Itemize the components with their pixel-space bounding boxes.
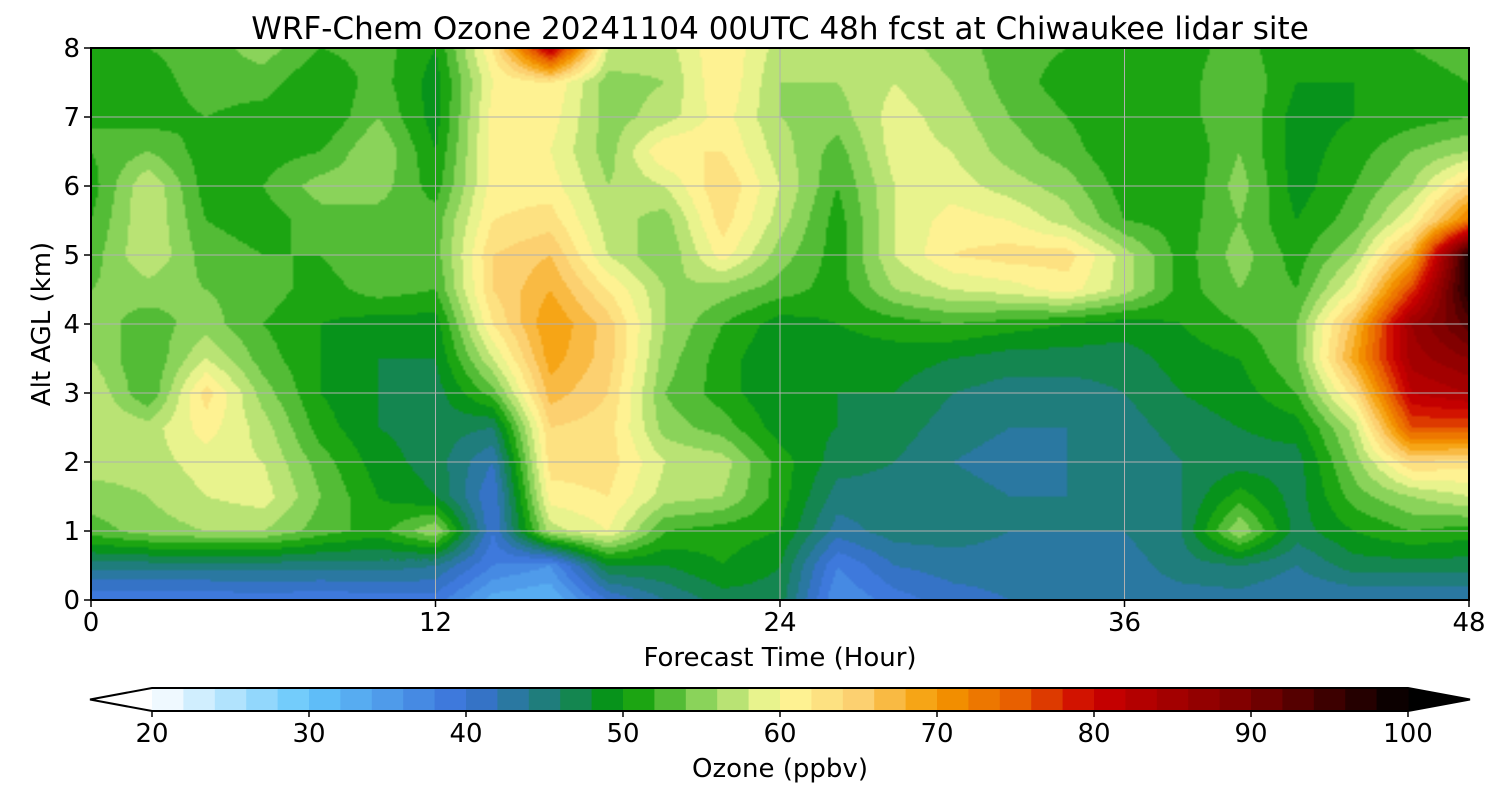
colorbar-level — [183, 688, 216, 711]
colorbar-level — [968, 688, 1001, 711]
colorbar-level — [309, 688, 341, 711]
colorbar-level — [371, 688, 404, 711]
y-axis-label: Alt AGL (km) — [27, 242, 57, 406]
colorbar-level — [1219, 688, 1252, 711]
colorbar-level — [403, 688, 436, 711]
colorbar-level — [1188, 688, 1221, 711]
colorbar-level — [1125, 688, 1158, 711]
x-axis-ticks: 0 12 24 36 48 — [83, 600, 1486, 638]
y-axis-ticks: 0 1 2 3 4 5 6 7 8 — [63, 34, 91, 616]
colorbar-level — [1282, 688, 1315, 711]
colorbar-level — [780, 688, 812, 711]
colorbar-tick-label: 60 — [763, 719, 796, 749]
colorbar-tick-label: 40 — [449, 719, 482, 749]
y-tick-label: 5 — [63, 241, 80, 271]
colorbar-level — [905, 688, 938, 711]
colorbar — [89, 687, 1471, 712]
colorbar-tick-label: 90 — [1234, 719, 1267, 749]
colorbar-level — [1345, 688, 1378, 711]
y-tick-label: 7 — [63, 103, 80, 133]
colorbar-tick-label: 80 — [1077, 719, 1110, 749]
colorbar-level — [497, 688, 530, 711]
y-tick-label: 8 — [63, 34, 80, 64]
y-tick-label: 2 — [63, 448, 80, 478]
colorbar-level — [466, 688, 498, 711]
x-tick-label: 24 — [763, 608, 796, 638]
colorbar-level — [560, 688, 593, 711]
colorbar-ticks: 20 30 40 50 60 70 80 90 100 — [135, 711, 1433, 749]
colorbar-level — [1031, 688, 1064, 711]
colorbar-level — [434, 688, 467, 711]
colorbar-level — [842, 688, 875, 711]
colorbar-tick-label: 70 — [920, 719, 953, 749]
colorbar-level — [685, 688, 718, 711]
x-tick-label: 12 — [419, 608, 452, 638]
y-tick-label: 3 — [63, 379, 80, 409]
colorbar-tick-label: 50 — [606, 719, 639, 749]
y-tick-label: 6 — [63, 172, 80, 202]
colorbar-extend-low — [90, 688, 152, 711]
colorbar-tick-label: 30 — [292, 719, 325, 749]
x-tick-label: 48 — [1452, 608, 1485, 638]
colorbar-level — [1313, 688, 1346, 711]
grid-lines — [91, 48, 1469, 600]
colorbar-level — [214, 688, 247, 711]
colorbar-level — [1062, 688, 1095, 711]
x-axis-label: Forecast Time (Hour) — [643, 643, 916, 673]
colorbar-level — [874, 688, 907, 711]
colorbar-level — [246, 688, 279, 711]
colorbar-level — [277, 688, 310, 711]
colorbar-level — [152, 688, 184, 711]
colorbar-level — [1376, 688, 1409, 711]
colorbar-level — [811, 688, 844, 711]
x-tick-label: 0 — [83, 608, 100, 638]
colorbar-level — [1251, 688, 1283, 711]
colorbar-tick-label: 100 — [1383, 719, 1433, 749]
colorbar-label: Ozone (ppbv) — [692, 754, 868, 784]
y-tick-label: 1 — [63, 517, 80, 547]
colorbar-tick-label: 20 — [135, 719, 168, 749]
colorbar-level — [717, 688, 750, 711]
colorbar-level — [999, 688, 1032, 711]
colorbar-level — [340, 688, 373, 711]
y-tick-label: 4 — [63, 310, 80, 340]
colorbar-level — [1156, 688, 1189, 711]
chart-title: WRF-Chem Ozone 20241104 00UTC 48h fcst a… — [251, 11, 1309, 47]
colorbar-level — [654, 688, 687, 711]
colorbar-level — [1094, 688, 1126, 711]
colorbar-level — [937, 688, 969, 711]
colorbar-level — [591, 688, 624, 711]
colorbar-level — [748, 688, 781, 711]
x-tick-label: 36 — [1108, 608, 1141, 638]
colorbar-level — [623, 688, 655, 711]
colorbar-extend-high — [1408, 688, 1470, 711]
colorbar-level — [528, 688, 561, 711]
y-tick-label: 0 — [63, 586, 80, 616]
